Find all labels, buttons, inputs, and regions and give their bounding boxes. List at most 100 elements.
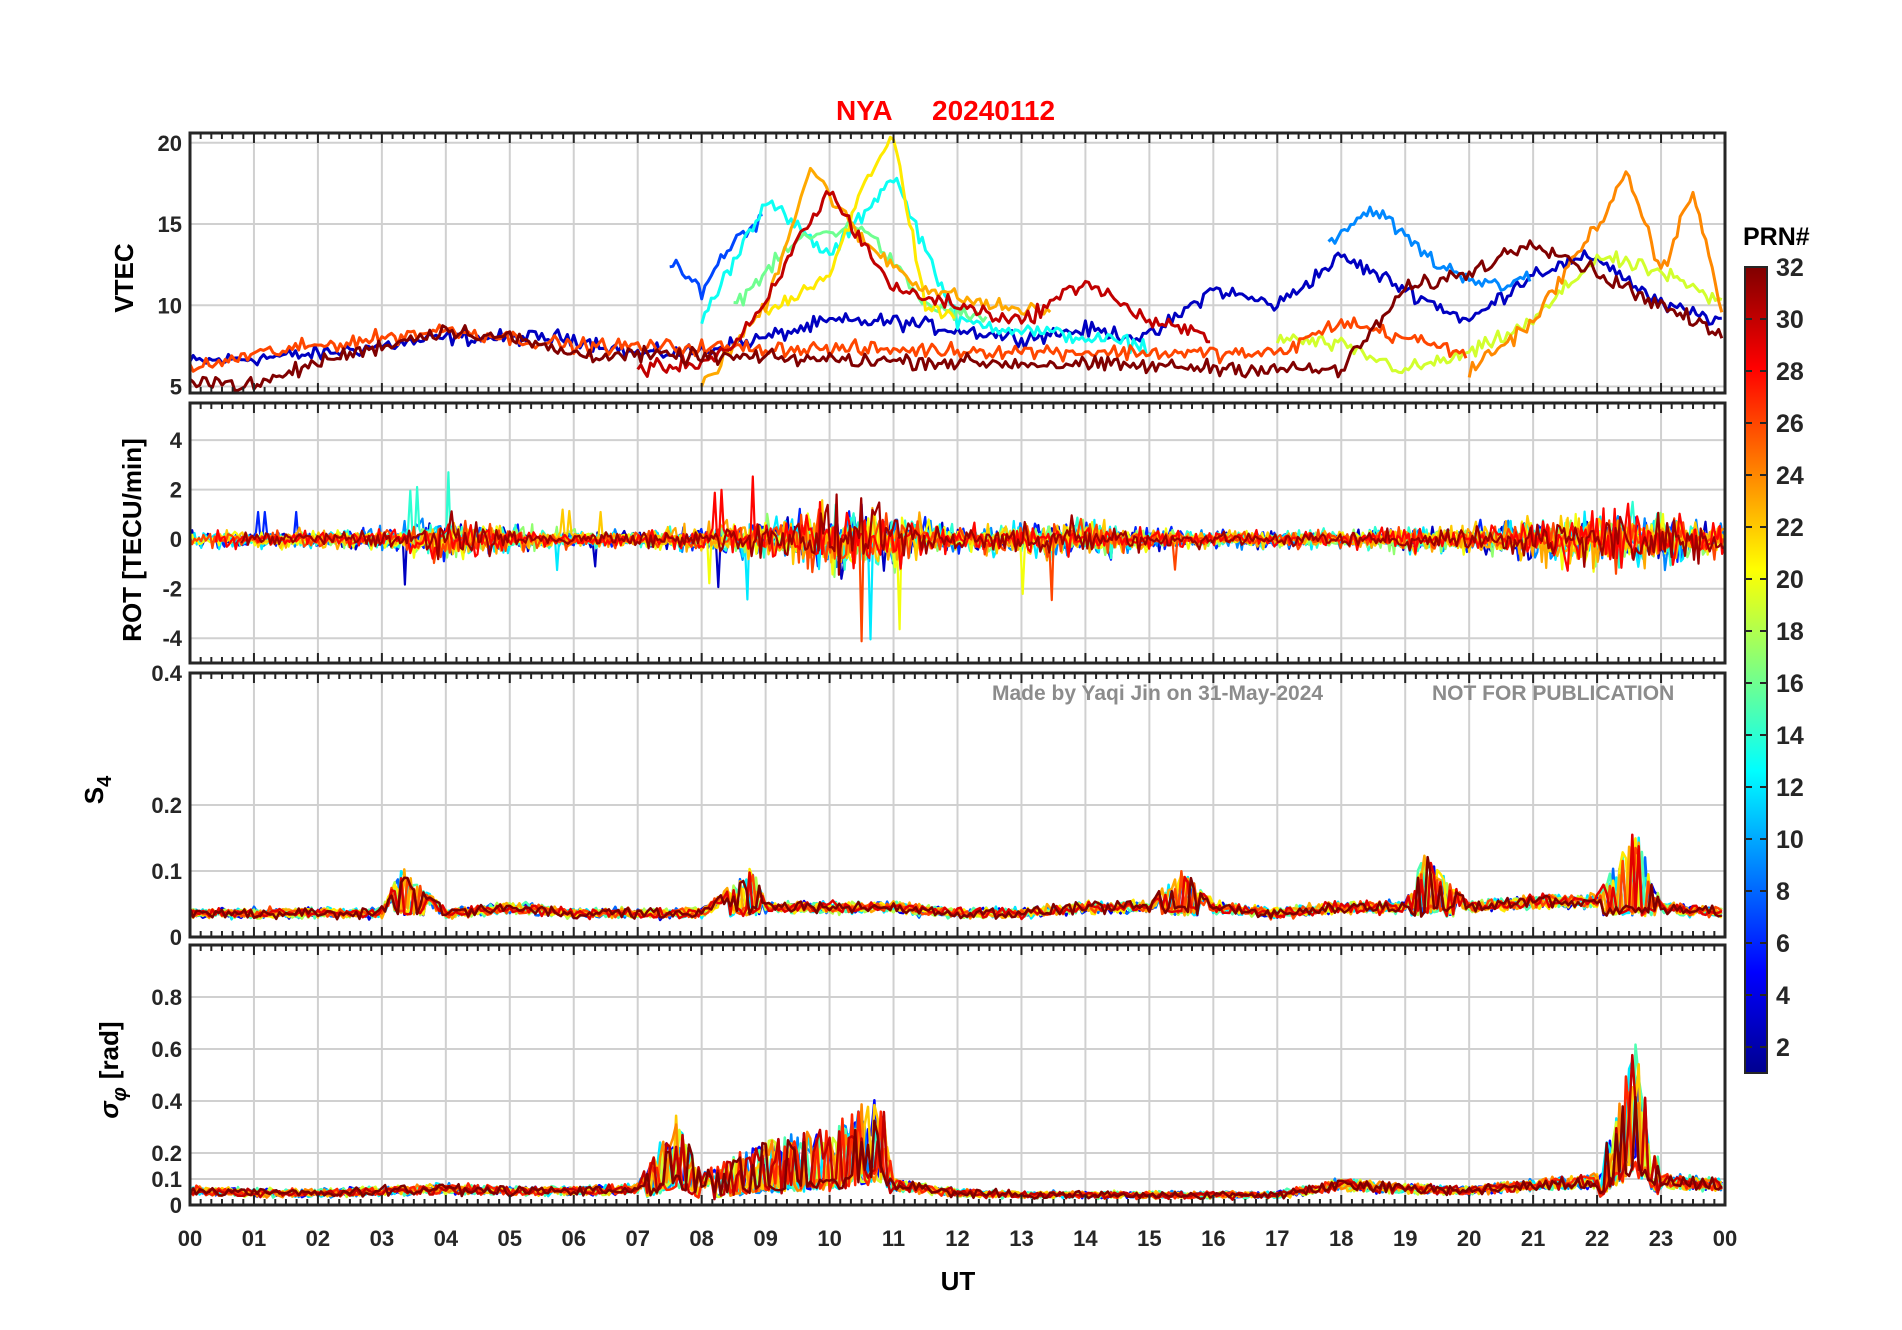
- sigma-phi-series-line: [190, 1043, 1723, 1201]
- colorbar-title: PRN#: [1743, 223, 1810, 251]
- title-station: NYA: [836, 95, 893, 126]
- sigma-phi-series-line: [190, 1095, 1723, 1201]
- x-tick-label: 15: [1137, 1226, 1161, 1251]
- watermark-made-by: Made by Yaqi Jin on 31-May-2024: [992, 682, 1323, 705]
- colorbar-tick-label: 8: [1776, 878, 1790, 906]
- vtec-series-line: [669, 213, 763, 301]
- x-tick-label: 16: [1201, 1226, 1225, 1251]
- y-tick-label: 0.2: [151, 1141, 182, 1166]
- x-tick-label: 13: [1009, 1226, 1033, 1251]
- x-tick-label: 14: [1073, 1226, 1098, 1251]
- y-tick-label: 5: [170, 375, 182, 400]
- x-axis-ticks: 00 01 02 03 04 05 06 07 08 09 10 11 12 13 14 15 16 17 18 19…: [178, 1226, 1737, 1251]
- y-tick-label: -2: [162, 577, 182, 602]
- x-tick-label: 22: [1585, 1226, 1609, 1251]
- colorbar-tick-label: 26: [1776, 410, 1804, 438]
- s4-series-line: [190, 855, 1722, 921]
- y-tick-label: 0.1: [151, 859, 182, 884]
- watermark-notice: NOT FOR PUBLICATION: [1432, 682, 1674, 705]
- x-axis-label: UT: [941, 1266, 976, 1296]
- x-tick-label: 12: [945, 1226, 969, 1251]
- x-tick-label: 21: [1521, 1226, 1545, 1251]
- sigma-phi-ylabel: σφ[rad]: [94, 1021, 131, 1118]
- x-tick-label: 00: [1713, 1226, 1737, 1251]
- y-tick-label: 10: [158, 293, 182, 318]
- sigma-phi-series-line: [190, 1091, 1723, 1200]
- vtec-series-line: [1327, 205, 1532, 292]
- x-tick-label: 18: [1329, 1226, 1353, 1251]
- y-tick-label: 0.6: [151, 1037, 182, 1062]
- y-tick-label: 4: [170, 428, 183, 453]
- y-tick-label: 2: [170, 478, 182, 503]
- vtec-series-line: [1275, 250, 1723, 375]
- x-tick-label: 17: [1265, 1226, 1289, 1251]
- colorbar-tick-label: 4: [1776, 982, 1790, 1010]
- colorbar-tick-label: 12: [1776, 774, 1804, 802]
- x-tick-label: 20: [1457, 1226, 1481, 1251]
- vtec-series-line: [700, 176, 1148, 355]
- colorbar-tick-label: 6: [1776, 930, 1790, 958]
- x-tick-label: 06: [562, 1226, 586, 1251]
- colorbar-tick-label: 28: [1776, 358, 1804, 386]
- vtec-series-line: [190, 316, 1468, 373]
- s4-ylabel: S4: [79, 775, 116, 804]
- y-tick-label: 0: [170, 1193, 182, 1218]
- vtec-series-line: [636, 190, 1211, 378]
- sigma-phi-series-line: [190, 1081, 1723, 1200]
- x-tick-label: 04: [434, 1226, 459, 1251]
- vtec-series-line: [190, 249, 1722, 367]
- x-tick-label: 10: [817, 1226, 841, 1251]
- colorbar-tick-label: 16: [1776, 670, 1804, 698]
- sigma-phi-series-line: [190, 1084, 1723, 1201]
- colorbar-tick-label: 10: [1776, 826, 1804, 854]
- x-tick-label: 23: [1649, 1226, 1673, 1251]
- y-tick-label: 0: [170, 925, 182, 950]
- x-tick-label: 09: [753, 1226, 777, 1251]
- vtec-series-line: [733, 219, 988, 323]
- x-tick-label: 19: [1393, 1226, 1417, 1251]
- y-tick-label: 0.8: [151, 985, 182, 1010]
- colorbar-tick-label: 24: [1776, 462, 1804, 490]
- title-date: 20240112: [932, 95, 1055, 126]
- s4-series-line: [190, 833, 1723, 921]
- sigma-phi-series-line: [190, 1059, 1723, 1200]
- colorbar-tick-label: 18: [1776, 618, 1804, 646]
- x-tick-label: 01: [242, 1226, 266, 1251]
- x-tick-label: 05: [498, 1226, 522, 1251]
- y-tick-label: 0.1: [151, 1167, 182, 1192]
- colorbar: [1744, 266, 1768, 1074]
- y-tick-label: 0.4: [151, 661, 182, 686]
- y-tick-label: 0.2: [151, 793, 182, 818]
- svg-text:σφ[rad]: σφ[rad]: [94, 1021, 131, 1118]
- x-tick-label: 02: [306, 1226, 330, 1251]
- vtec-ylabel: VTEC: [109, 243, 139, 313]
- colorbar-tick-label: 2: [1776, 1034, 1790, 1062]
- x-tick-label: 07: [625, 1226, 649, 1251]
- colorbar-tick-label: 32: [1776, 254, 1804, 282]
- vtec-panel: 5 10 15 20: [158, 131, 1727, 400]
- rot-panel: -4 -2 0 2 4: [162, 401, 1727, 665]
- x-tick-label: 03: [370, 1226, 394, 1251]
- sigma-phi-panel: 00.10.2 0.4 0.6 0.8: [151, 943, 1727, 1218]
- y-tick-label: 0.4: [151, 1089, 182, 1114]
- y-tick-label: 20: [158, 131, 182, 156]
- s4-panel: 0 0.1 0.2 0.4: [151, 661, 1727, 950]
- colorbar-tick-label: 22: [1776, 514, 1804, 542]
- y-tick-label: -4: [162, 626, 182, 651]
- y-tick-label: 15: [158, 212, 182, 237]
- rot-series-line: [240, 493, 1725, 576]
- colorbar-tick-label: 30: [1776, 306, 1804, 334]
- colorbar-tick-label: 20: [1776, 566, 1804, 594]
- rot-ylabel: ROT [TECU/min]: [117, 438, 147, 642]
- vtec-series-line: [700, 166, 1052, 387]
- vtec-series-line: [190, 239, 1724, 392]
- sigma-phi-series-line: [190, 1075, 1722, 1201]
- x-tick-label: 11: [882, 1226, 905, 1251]
- y-tick-label: 0: [170, 527, 182, 552]
- x-tick-label: 00: [178, 1226, 202, 1251]
- vtec-series-line: [1467, 170, 1724, 378]
- x-tick-label: 08: [689, 1226, 713, 1251]
- colorbar-tick-label: 14: [1776, 722, 1804, 750]
